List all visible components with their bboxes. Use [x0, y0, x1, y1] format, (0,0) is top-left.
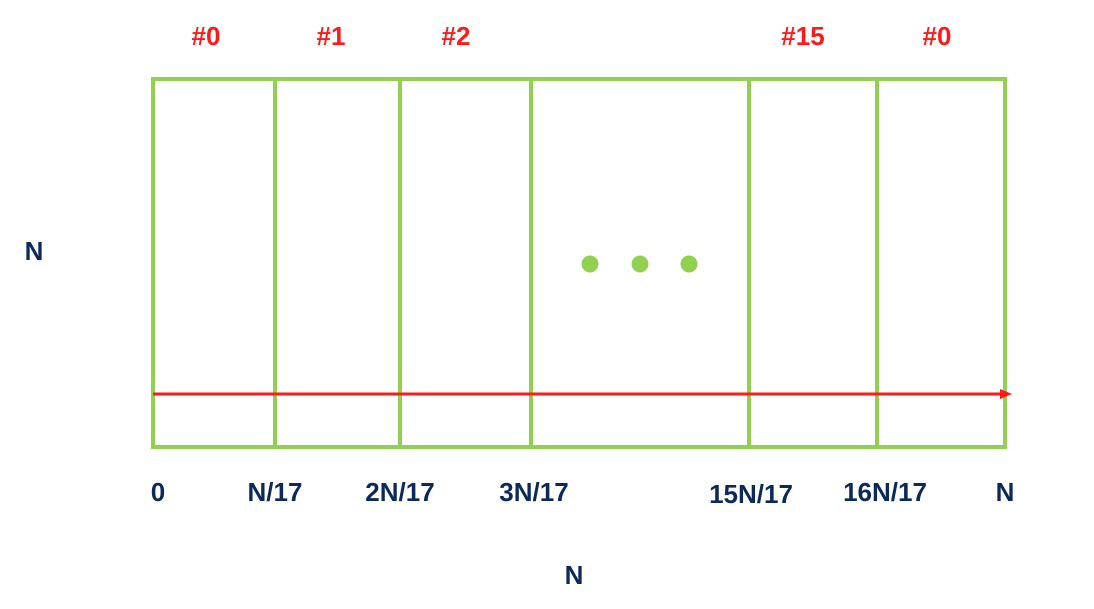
grid-outline — [151, 77, 1007, 449]
partition-label: #15 — [781, 21, 824, 51]
tick-label: N/17 — [248, 477, 303, 507]
bottom-dimension-label: N — [565, 560, 584, 590]
partition-label: #1 — [317, 21, 346, 51]
partition-label: #2 — [442, 21, 471, 51]
partition-label: #0 — [192, 21, 221, 51]
tick-label: 0 — [151, 477, 165, 507]
tick-label: 15N/17 — [709, 479, 793, 509]
partition-label: #0 — [923, 21, 952, 51]
tick-label: 3N/17 — [499, 477, 568, 507]
tick-label: N — [996, 477, 1015, 507]
tick-label: 2N/17 — [365, 477, 434, 507]
tick-label: 16N/17 — [843, 477, 927, 507]
ellipsis-dots — [581, 255, 698, 273]
left-dimension-label: N — [25, 236, 44, 266]
scan-arrow — [153, 389, 1012, 399]
